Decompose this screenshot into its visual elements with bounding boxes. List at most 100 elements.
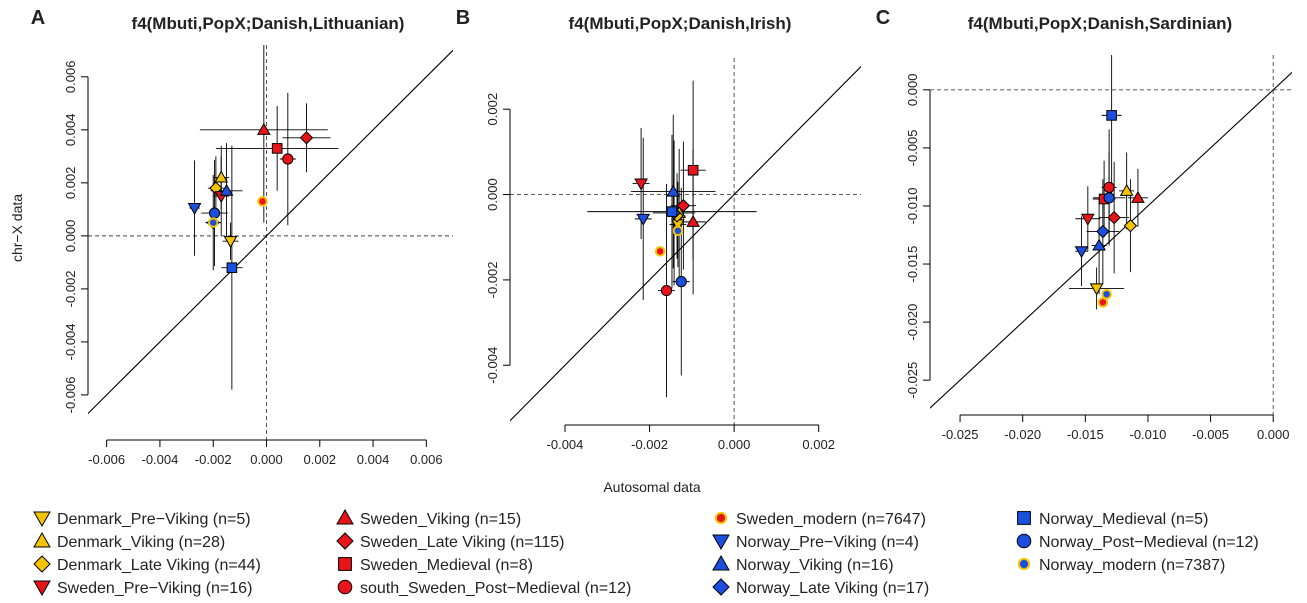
legend-label: Denmark_Late Viking (n=44) [57,557,261,574]
legend-item: Denmark_Pre−Viking (n=5) [33,511,251,528]
marker [666,206,678,217]
legend-label: Denmark_Pre−Viking (n=5) [57,511,251,528]
marker [33,511,51,528]
chart-title: f4(Mbuti,PopX;Danish,Sardinian) [968,14,1232,33]
marker [1017,557,1031,571]
x-tick-label: 0.000 [250,452,283,467]
x-tick-label: 0.004 [357,452,390,467]
y-tick-label: 0.004 [63,114,78,147]
legend-item: Sweden_modern (n=7647) [714,511,926,528]
plot-area: -0.025 -0.020 -0.015 -0.010 -0.005 0.000 -0.02… [905,55,1292,442]
marker [687,164,699,176]
y-tick-label: -0.010 [905,188,920,225]
marker [1101,288,1112,300]
legend-item: Sweden_Medieval (n=8) [338,557,533,574]
legend-item: Norway_Viking (n=16) [712,554,894,574]
marker [1089,283,1104,296]
plot-content [88,45,453,440]
y-tick-label: 0.006 [63,61,78,94]
legend-item: south_Sweden_Post−Medieval (n=12) [337,579,631,597]
marker [337,579,353,595]
marker [207,217,219,228]
y-tick-label: -0.005 [905,129,920,166]
marker [660,284,673,297]
marker [1119,183,1134,196]
marker [208,207,221,219]
legend-item: Norway_modern (n=7387) [1017,557,1225,574]
marker [712,534,730,551]
marker [634,178,648,191]
y-tick-label: -0.015 [905,246,920,283]
marker [1097,297,1109,308]
marker [214,170,229,183]
marker [271,143,283,154]
marker [1103,192,1115,204]
x-tick-label: -0.002 [195,452,232,467]
legend-label: Sweden_Viking (n=15) [360,511,521,528]
x-tick-label: 0.000 [1257,427,1290,442]
x-tick-label: 0.006 [410,452,443,467]
y-tick-label: -0.006 [63,376,78,413]
legend-label: Sweden_Late Viking (n=115) [360,534,564,551]
marker [33,555,51,573]
marker [712,578,730,596]
x-tick-label: -0.004 [141,452,178,467]
legend-item: Denmark_Late Viking (n=44) [33,555,261,574]
legend-label: Norway_Viking (n=16) [736,557,894,574]
marker [256,122,271,135]
marker [1107,210,1121,225]
marker [1096,224,1110,239]
x-tick-label: -0.020 [1004,427,1041,442]
marker [686,214,700,227]
legend-label: Sweden_Pre−Viking (n=16) [57,580,252,597]
y-tick-label: -0.002 [63,270,78,307]
marker [1092,238,1106,251]
marker [1106,110,1117,121]
legend-item: Sweden_Pre−Viking (n=16) [33,580,252,597]
marker [1123,219,1138,233]
identity-line [510,65,861,422]
marker [1131,190,1145,203]
marker [636,213,651,226]
marker [336,532,354,550]
y-tick-label: -0.020 [905,304,920,341]
x-tick-label: -0.004 [547,437,584,452]
legend-item: Norway_Post−Medieval (n=12) [1016,533,1259,551]
y-tick-label: -0.002 [485,261,500,298]
identity-line [88,49,453,415]
y-axis-label: chr−X data [9,194,25,262]
legend-label: Norway_Post−Medieval (n=12) [1039,534,1259,551]
marker [1016,533,1032,549]
marker [33,531,51,548]
y-tick-label: 0.000 [63,220,78,253]
marker [1017,511,1031,525]
legend-label: Norway_Late Viking (n=17) [736,580,929,597]
chart-title: f4(Mbuti,PopX;Danish,Irish) [569,14,792,33]
legend-label: Norway_Medieval (n=5) [1039,511,1208,528]
marker [675,276,687,288]
x-tick-label: -0.015 [1067,427,1104,442]
x-tick-label: 0.002 [802,437,835,452]
y-tick-label: 0.002 [485,93,500,126]
marker [187,203,202,216]
marker [219,183,234,196]
legend-label: Norway_Pre−Viking (n=4) [736,534,919,551]
marker [672,225,684,237]
legend-label: Sweden_Medieval (n=8) [360,557,533,574]
plot-content [930,55,1292,415]
y-tick-label: -0.004 [485,347,500,384]
legend-item: Norway_Late Viking (n=17) [712,578,929,597]
marker [282,153,294,165]
y-tick-label: -0.025 [905,362,920,399]
marker [1080,213,1095,226]
legend-label: Norway_modern (n=7387) [1039,557,1225,574]
marker [338,557,352,571]
plot-content [510,58,861,425]
x-tick-label: -0.006 [88,452,125,467]
y-tick-label: 0.002 [63,167,78,200]
legend-item: Denmark_Viking (n=28) [33,531,225,551]
y-tick-label: -0.004 [63,323,78,360]
x-axis-label: Autosomal data [603,479,700,495]
x-tick-label: -0.002 [631,437,668,452]
